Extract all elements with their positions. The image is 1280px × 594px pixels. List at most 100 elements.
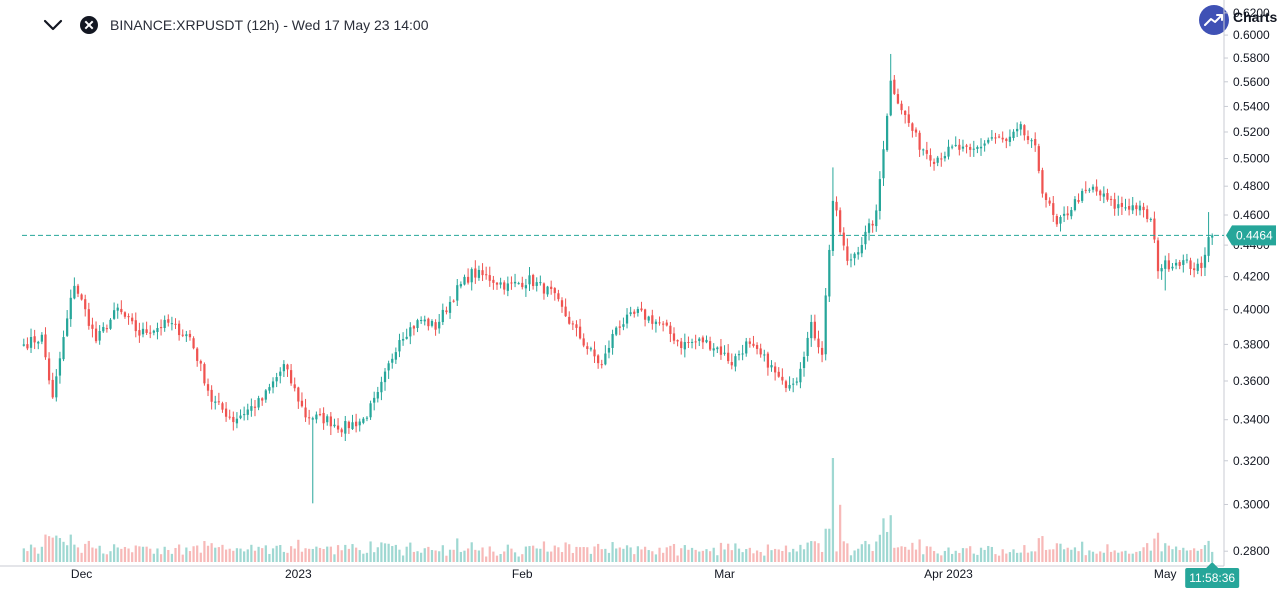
candle-body [820, 347, 824, 355]
candle-body [448, 301, 452, 313]
close-button[interactable] [76, 12, 102, 38]
countdown-label: 11:58:36 [1189, 571, 1235, 585]
volume-bar [138, 546, 141, 562]
candle-body [781, 376, 784, 381]
volume-bar [336, 545, 340, 562]
candle-body [1109, 198, 1113, 200]
volume-bar [250, 544, 253, 562]
candle-body [351, 422, 354, 430]
volume-bar [80, 552, 83, 562]
candle-body [477, 269, 481, 278]
candle-body [355, 421, 358, 427]
candle-body [243, 414, 246, 416]
volume-bar [387, 543, 390, 562]
volume-bar [1019, 552, 1022, 562]
candle-body [456, 285, 459, 301]
volume-bar [26, 551, 29, 562]
volume-bar [427, 546, 430, 562]
price-tick-label: 0.5600 [1233, 75, 1270, 89]
volume-bar [1044, 549, 1048, 562]
volume-bar [394, 544, 397, 562]
volume-bar [58, 538, 62, 562]
candle-body [326, 416, 329, 423]
volume-bar [618, 547, 621, 562]
candle-body [817, 338, 820, 348]
volume-bar [513, 552, 517, 562]
candle-body [550, 286, 553, 290]
volume-bar [253, 550, 257, 562]
candle-body [250, 406, 253, 411]
collapse-button[interactable] [40, 12, 66, 38]
volume-bar [405, 546, 408, 562]
volume-bar [867, 544, 871, 562]
volume-bar [622, 548, 625, 562]
volume-bar [925, 546, 928, 562]
volume-bar [315, 546, 318, 562]
candle-body [513, 281, 517, 284]
price-tick-label: 0.5400 [1233, 99, 1270, 113]
candle-body [1008, 136, 1012, 142]
candle-body [1041, 170, 1044, 194]
volume-bar [774, 548, 777, 562]
volume-bar [1005, 553, 1008, 562]
candle-body [44, 334, 47, 358]
volume-bar [181, 554, 184, 562]
candle-body [282, 364, 285, 372]
candle-body [1001, 137, 1004, 140]
candle-body [896, 94, 900, 104]
volume-bar [568, 544, 571, 562]
chevron-down-icon [43, 19, 63, 31]
candle-body [112, 310, 116, 319]
candle-body [658, 322, 661, 324]
candle-body [459, 284, 462, 287]
candle-body [835, 201, 838, 211]
volume-bar [134, 545, 137, 562]
candle-body [246, 409, 249, 415]
volume-bar [105, 554, 109, 562]
volume-bar [763, 555, 766, 562]
volume-bar [871, 551, 874, 562]
volume-bar [159, 554, 163, 562]
candle-body [1034, 139, 1037, 146]
candle-body [333, 424, 336, 427]
candle-body [474, 268, 477, 278]
candle-body [857, 252, 860, 255]
volume-bar [564, 542, 567, 562]
volume-bar [261, 548, 264, 562]
volume-bar [748, 547, 751, 562]
volume-bar [651, 551, 654, 562]
volume-bar [438, 551, 441, 562]
candle-body [1012, 131, 1015, 138]
candle-body [719, 346, 723, 355]
volume-bar [445, 555, 448, 562]
candle-body [727, 352, 730, 362]
volume-bar [1196, 550, 1199, 562]
volume-bar [828, 528, 831, 562]
candle-body [1178, 262, 1181, 266]
candle-body [831, 200, 835, 251]
candle-body [445, 310, 448, 313]
volume-bar [633, 554, 636, 562]
candle-body [759, 348, 762, 355]
volume-bar [463, 550, 466, 562]
candle-body [553, 288, 556, 294]
volume-bar [488, 546, 491, 562]
volume-bar [188, 551, 192, 562]
candle-body [80, 294, 83, 300]
volume-bar [434, 550, 437, 562]
candle-body [575, 324, 578, 328]
candle-body [546, 286, 549, 295]
candle-body [1066, 213, 1069, 216]
candle-body [1196, 263, 1199, 271]
volume-bar [575, 546, 578, 562]
candle-body [824, 295, 827, 355]
volume-bar [1030, 551, 1033, 562]
volume-bar [904, 546, 907, 562]
candle-body [748, 341, 751, 344]
candle-body [300, 400, 304, 407]
candle-body [701, 337, 705, 343]
volume-bar [271, 548, 275, 562]
candle-body [947, 146, 950, 157]
volume-bar [268, 553, 271, 562]
